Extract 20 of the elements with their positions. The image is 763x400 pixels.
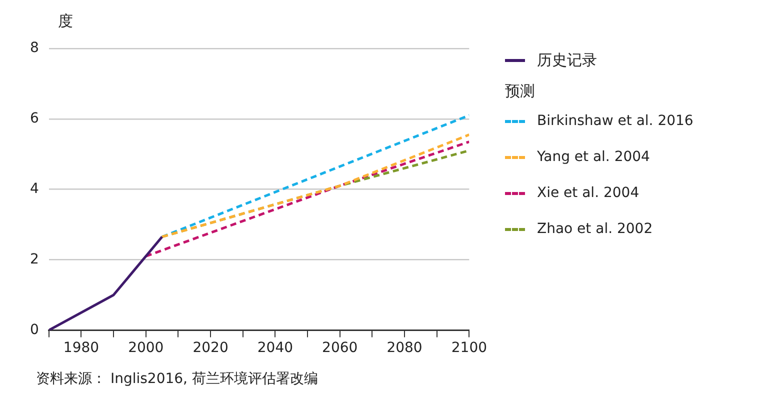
y-tick-label: 0 xyxy=(30,322,39,338)
legend-label: Xie et al. 2004 xyxy=(537,185,640,201)
y-tick-label: 2 xyxy=(30,251,39,268)
y-tick-label: 6 xyxy=(30,110,39,126)
legend-label: Zhao et al. 2002 xyxy=(537,221,653,237)
text: 资料来源： Inglis2016, 荷兰环境评估署改编 xyxy=(36,370,318,388)
x-tick-label: 2100 xyxy=(451,340,488,356)
x-tick-label: 2040 xyxy=(257,340,294,356)
legend-label: 历史记录 xyxy=(537,50,597,70)
y-axis-title: 度 xyxy=(58,12,73,31)
x-tick-label: 2000 xyxy=(128,340,164,356)
y-tick-label: 8 xyxy=(30,40,39,56)
x-tick-label: 2060 xyxy=(322,340,358,356)
x-tick-label: 1980 xyxy=(63,340,100,356)
legend-label: Yang et al. 2004 xyxy=(537,149,650,165)
legend-title: 预测 xyxy=(505,82,536,101)
x-tick-label: 2020 xyxy=(192,340,228,356)
legend-label: Birkinshaw et al. 2016 xyxy=(537,113,694,129)
y-tick-label: 4 xyxy=(30,180,39,197)
x-tick-label: 2080 xyxy=(386,340,422,356)
